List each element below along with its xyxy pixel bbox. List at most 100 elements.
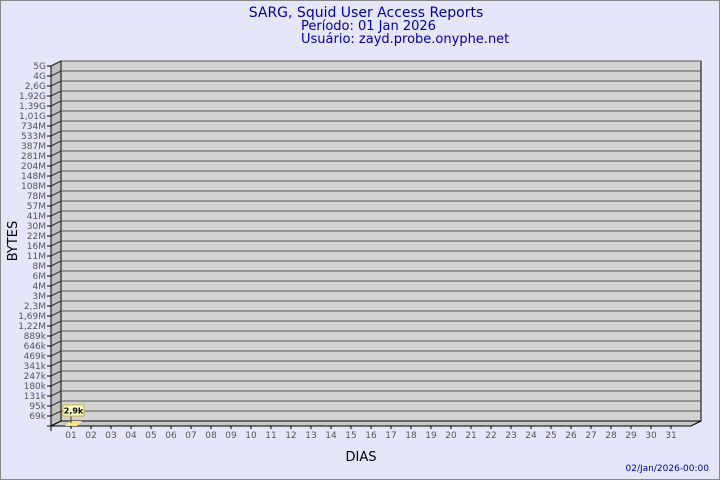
- gridline-side: [50, 400, 62, 407]
- x-tick-label: 03: [105, 431, 116, 441]
- y-tick-label: 3M: [33, 292, 47, 302]
- gridline-side: [50, 80, 62, 87]
- y-tick-label: 78M: [27, 192, 46, 202]
- x-tick-label: 13: [305, 431, 316, 441]
- gridline-side: [50, 370, 62, 377]
- x-tick-label: 22: [485, 431, 496, 441]
- x-tick-label: 30: [645, 431, 657, 441]
- y-tick-label: 247k: [24, 372, 47, 382]
- y-tick-label: 1,69M: [18, 312, 46, 322]
- y-tick-label: 1,22M: [18, 322, 46, 332]
- gridline-side: [50, 110, 62, 117]
- x-tick-label: 10: [245, 431, 257, 441]
- y-tick-label: 180k: [24, 382, 47, 392]
- x-tick-label: 18: [405, 431, 417, 441]
- x-tick-label: 26: [565, 431, 577, 441]
- y-tick-label: 16M: [27, 242, 46, 252]
- y-tick-label: 41M: [27, 212, 46, 222]
- x-tick-label: 19: [425, 431, 437, 441]
- y-tick-label: 646k: [24, 342, 47, 352]
- gridline-side: [50, 330, 62, 337]
- x-tick-label: 14: [325, 431, 337, 441]
- gridline-side: [50, 410, 62, 417]
- x-tick-label: 23: [505, 431, 516, 441]
- gridline-side: [50, 220, 62, 227]
- y-tick-label: 387M: [21, 142, 46, 152]
- gridline-side: [50, 230, 62, 237]
- data-label: 2,9k: [64, 407, 84, 416]
- y-tick-label: 108M: [21, 182, 46, 192]
- gridline-side: [50, 380, 62, 387]
- gridline-side: [50, 60, 62, 67]
- x-tick-label: 21: [465, 431, 476, 441]
- gridline-side: [50, 250, 62, 257]
- x-tick-label: 01: [65, 431, 76, 441]
- gridline-side: [50, 170, 62, 177]
- gridline-side: [50, 320, 62, 327]
- x-tick-label: 09: [225, 431, 237, 441]
- gridline-side: [50, 340, 62, 347]
- gridline-side: [50, 300, 62, 307]
- y-tick-label: 22M: [27, 232, 46, 242]
- y-axis-label: BYTES: [6, 221, 21, 262]
- gridline-side: [50, 210, 62, 217]
- y-tick-label: 2,6G: [25, 82, 46, 92]
- y-tick-label: 11M: [27, 252, 46, 262]
- gridline-side: [50, 360, 62, 367]
- y-tick-label: 30M: [27, 222, 46, 232]
- y-tick-label: 734M: [21, 122, 46, 132]
- x-tick-label: 24: [525, 431, 537, 441]
- x-tick-label: 28: [605, 431, 617, 441]
- gridline-side: [50, 120, 62, 127]
- y-tick-label: 2,3M: [24, 302, 46, 312]
- gridline-side: [50, 160, 62, 167]
- gridline-side: [50, 140, 62, 147]
- y-tick-label: 8M: [33, 262, 47, 272]
- gridline-side: [50, 310, 62, 317]
- x-tick-label: 27: [585, 431, 596, 441]
- x-tick-label: 07: [185, 431, 196, 441]
- y-tick-label: 533M: [21, 132, 46, 142]
- x-tick-label: 08: [205, 431, 217, 441]
- bar-day-01: [65, 421, 82, 426]
- y-tick-label: 1,92G: [19, 92, 46, 102]
- gridline-side: [50, 350, 62, 357]
- x-tick-label: 29: [625, 431, 637, 441]
- gridline-side: [50, 130, 62, 137]
- y-tick-label: 1,39G: [19, 102, 46, 112]
- y-tick-label: 469k: [24, 352, 47, 362]
- gridline-side: [50, 190, 62, 197]
- gridline-side: [50, 180, 62, 187]
- y-tick-label: 148M: [21, 172, 46, 182]
- y-tick-label: 1,01G: [19, 112, 46, 122]
- gridline-side: [50, 90, 62, 97]
- gridline-side: [50, 200, 62, 207]
- user-label: Usuário: zayd.probe.onyphe.net: [301, 32, 509, 47]
- chart-title: SARG, Squid User Access Reports: [249, 5, 484, 21]
- gridline-side: [50, 70, 62, 77]
- y-tick-label: 6M: [33, 272, 47, 282]
- generated-timestamp: 02/Jan/2026-00:00: [626, 464, 710, 474]
- gridline-side: [50, 100, 62, 107]
- y-tick-label: 5G: [33, 62, 46, 72]
- x-tick-label: 12: [285, 431, 296, 441]
- x-tick-label: 16: [365, 431, 377, 441]
- data-label-box: [62, 404, 85, 417]
- gridline-side: [50, 240, 62, 247]
- x-tick-label: 11: [265, 431, 276, 441]
- x-tick-label: 31: [665, 431, 676, 441]
- y-tick-label: 889k: [24, 332, 47, 342]
- x-tick-label: 05: [145, 431, 156, 441]
- y-tick-label: 69k: [29, 412, 46, 422]
- gridline-side: [50, 280, 62, 287]
- y-tick-label: 131k: [24, 392, 47, 402]
- gridline-side: [50, 260, 62, 267]
- x-tick-label: 20: [445, 431, 457, 441]
- x-tick-label: 04: [125, 431, 137, 441]
- gridline-side: [50, 390, 62, 397]
- y-tick-label: 57M: [27, 202, 46, 212]
- plot-floor: [50, 420, 702, 427]
- y-tick-label: 341k: [24, 362, 47, 372]
